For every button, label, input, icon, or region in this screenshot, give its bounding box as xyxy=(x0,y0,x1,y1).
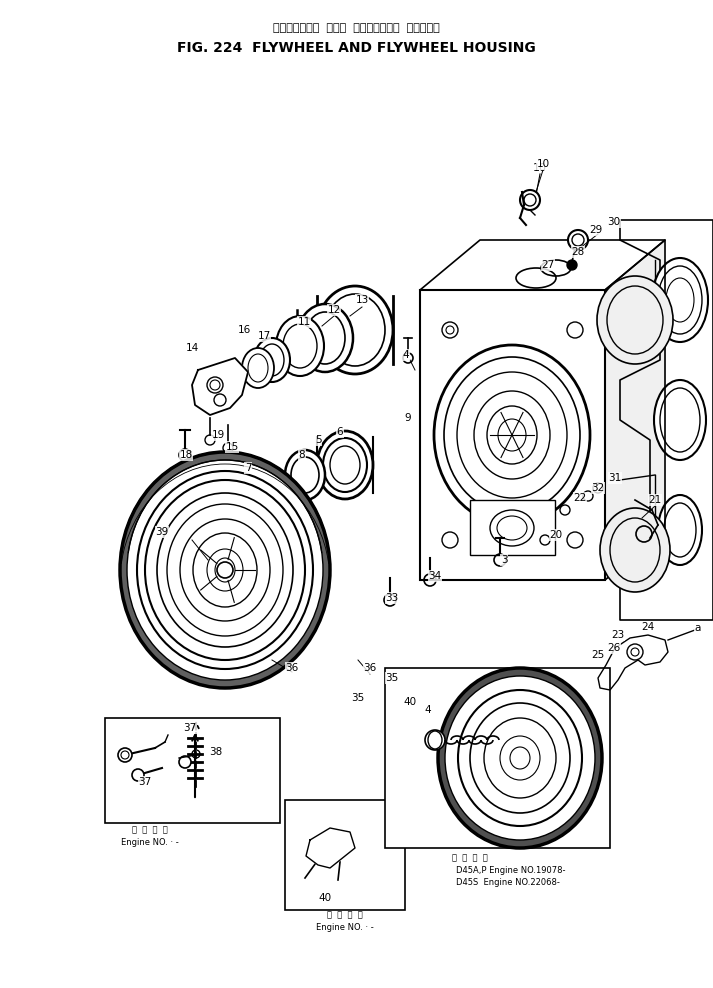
Text: 4: 4 xyxy=(403,350,409,360)
Ellipse shape xyxy=(254,338,290,382)
Text: 10: 10 xyxy=(536,159,550,169)
Text: 7: 7 xyxy=(245,463,251,473)
Ellipse shape xyxy=(600,508,670,592)
Text: 40: 40 xyxy=(319,893,332,903)
Ellipse shape xyxy=(297,304,353,372)
Text: フライホイール  および  フライホイール  ハウジング: フライホイール および フライホイール ハウジング xyxy=(272,23,439,33)
Bar xyxy=(105,718,280,823)
Circle shape xyxy=(179,449,191,461)
Text: 30: 30 xyxy=(607,217,620,227)
Text: 32: 32 xyxy=(591,483,605,493)
Text: 35: 35 xyxy=(385,673,399,683)
Polygon shape xyxy=(420,240,665,290)
Text: 適  用  番  号: 適 用 番 号 xyxy=(132,826,168,835)
Text: 39: 39 xyxy=(155,527,169,537)
Text: 16: 16 xyxy=(237,325,251,335)
Ellipse shape xyxy=(157,493,293,647)
Text: 5: 5 xyxy=(314,435,322,445)
Text: 37: 37 xyxy=(138,777,152,787)
Text: 27: 27 xyxy=(541,260,555,270)
Circle shape xyxy=(179,756,191,768)
Text: 36: 36 xyxy=(364,663,376,673)
Bar xyxy=(420,290,605,580)
Text: 17: 17 xyxy=(257,331,271,341)
Bar xyxy=(385,668,610,848)
Ellipse shape xyxy=(658,495,702,565)
Ellipse shape xyxy=(317,286,393,374)
Ellipse shape xyxy=(120,452,330,688)
Text: 6: 6 xyxy=(337,427,344,437)
Circle shape xyxy=(318,838,338,858)
Ellipse shape xyxy=(438,668,602,848)
Text: 9: 9 xyxy=(405,413,411,423)
Polygon shape xyxy=(192,358,248,415)
Circle shape xyxy=(568,230,588,250)
Circle shape xyxy=(567,260,577,270)
Text: 37: 37 xyxy=(183,723,197,733)
Ellipse shape xyxy=(597,276,673,364)
Text: Engine NO. · -: Engine NO. · - xyxy=(121,838,179,847)
Text: 38: 38 xyxy=(210,747,222,757)
Text: D45A,P Engine NO.19078-: D45A,P Engine NO.19078- xyxy=(456,865,565,874)
Text: 40: 40 xyxy=(404,697,416,707)
Circle shape xyxy=(627,644,643,660)
Text: 28: 28 xyxy=(571,247,585,257)
Text: 18: 18 xyxy=(180,450,193,460)
Polygon shape xyxy=(620,220,713,620)
Ellipse shape xyxy=(652,258,708,342)
Polygon shape xyxy=(605,240,665,580)
Text: 13: 13 xyxy=(355,295,369,305)
Text: 31: 31 xyxy=(608,473,622,483)
Text: D45S  Engine NO.22068-: D45S Engine NO.22068- xyxy=(456,877,560,886)
Text: 24: 24 xyxy=(642,622,655,632)
Text: Engine NO. · -: Engine NO. · - xyxy=(316,923,374,932)
Polygon shape xyxy=(306,828,355,868)
Text: 3: 3 xyxy=(501,555,508,565)
Text: 25: 25 xyxy=(591,650,605,660)
Text: 14: 14 xyxy=(185,343,199,353)
Ellipse shape xyxy=(127,460,323,680)
Circle shape xyxy=(118,748,132,762)
Ellipse shape xyxy=(276,316,324,376)
Ellipse shape xyxy=(317,431,373,499)
Text: 36: 36 xyxy=(285,663,299,673)
Circle shape xyxy=(207,377,223,393)
Text: FIG. 224  FLYWHEEL AND FLYWHEEL HOUSING: FIG. 224 FLYWHEEL AND FLYWHEEL HOUSING xyxy=(177,41,535,55)
Bar xyxy=(285,800,405,910)
Text: 8: 8 xyxy=(299,450,305,460)
Text: 12: 12 xyxy=(327,305,341,315)
Text: 適  用  番  号: 適 用 番 号 xyxy=(327,911,363,920)
Ellipse shape xyxy=(285,450,325,500)
Circle shape xyxy=(520,190,540,210)
Text: 22: 22 xyxy=(573,493,587,503)
Text: 20: 20 xyxy=(550,530,563,540)
Polygon shape xyxy=(598,635,668,690)
Text: 10: 10 xyxy=(533,163,547,173)
Text: 4: 4 xyxy=(425,705,431,715)
Text: 15: 15 xyxy=(225,442,239,452)
Text: 19: 19 xyxy=(211,430,225,440)
Text: 21: 21 xyxy=(648,495,662,505)
Circle shape xyxy=(425,730,445,750)
Ellipse shape xyxy=(137,471,313,669)
Text: 34: 34 xyxy=(429,571,441,581)
Text: 23: 23 xyxy=(611,630,625,640)
Ellipse shape xyxy=(434,345,590,525)
Text: 11: 11 xyxy=(297,317,311,327)
Circle shape xyxy=(132,769,144,781)
Ellipse shape xyxy=(242,348,274,388)
Text: 26: 26 xyxy=(607,643,620,653)
Ellipse shape xyxy=(445,676,595,840)
Text: 35: 35 xyxy=(352,693,364,703)
Ellipse shape xyxy=(654,380,706,460)
Text: a: a xyxy=(694,623,701,633)
Text: 適  用  番  号: 適 用 番 号 xyxy=(452,854,488,863)
Bar xyxy=(470,500,555,555)
Text: 33: 33 xyxy=(385,593,399,603)
Text: 29: 29 xyxy=(590,225,602,235)
